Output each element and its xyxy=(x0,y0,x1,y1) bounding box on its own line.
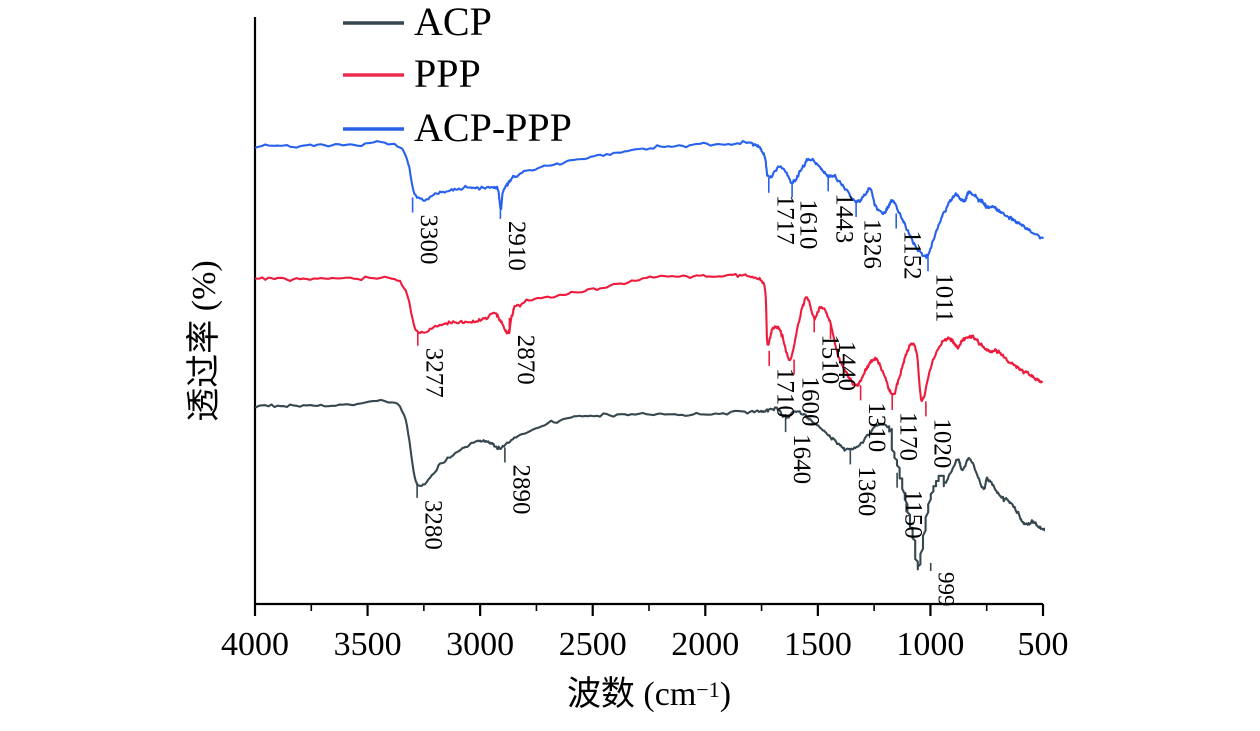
svg-text:2000: 2000 xyxy=(671,626,739,663)
svg-text:2870: 2870 xyxy=(512,335,539,385)
svg-text:4000: 4000 xyxy=(221,626,289,663)
svg-text:1150: 1150 xyxy=(900,490,927,539)
svg-text:波数 (cm−1): 波数 (cm−1) xyxy=(567,675,731,713)
svg-text:1011: 1011 xyxy=(931,273,958,322)
svg-text:1170: 1170 xyxy=(895,412,922,461)
svg-text:2500: 2500 xyxy=(559,626,627,663)
svg-text:999: 999 xyxy=(934,572,959,607)
svg-text:1310: 1310 xyxy=(863,402,890,452)
svg-text:500: 500 xyxy=(1018,626,1069,663)
svg-text:1443: 1443 xyxy=(831,193,858,243)
svg-text:ACP-PPP: ACP-PPP xyxy=(414,105,572,150)
svg-text:1326: 1326 xyxy=(859,219,886,269)
svg-text:ACP: ACP xyxy=(414,0,492,44)
svg-text:1717: 1717 xyxy=(771,195,798,245)
svg-text:1640: 1640 xyxy=(788,434,815,484)
svg-text:1000: 1000 xyxy=(896,626,964,663)
svg-text:1020: 1020 xyxy=(928,418,955,468)
svg-text:1152: 1152 xyxy=(899,231,926,280)
svg-text:2910: 2910 xyxy=(503,221,530,271)
svg-text:3300: 3300 xyxy=(415,215,442,265)
svg-text:2890: 2890 xyxy=(507,465,534,515)
svg-text:3277: 3277 xyxy=(420,348,447,398)
svg-text:PPP: PPP xyxy=(414,51,481,96)
svg-text:透过率 (%): 透过率 (%) xyxy=(185,260,223,421)
svg-text:1360: 1360 xyxy=(853,466,880,516)
svg-text:1710: 1710 xyxy=(772,368,799,418)
svg-text:3280: 3280 xyxy=(420,500,447,550)
svg-text:1500: 1500 xyxy=(784,626,852,663)
svg-text:3500: 3500 xyxy=(334,626,402,663)
svg-text:3000: 3000 xyxy=(446,626,514,663)
svg-text:1440: 1440 xyxy=(833,341,860,391)
svg-text:1610: 1610 xyxy=(795,199,822,249)
